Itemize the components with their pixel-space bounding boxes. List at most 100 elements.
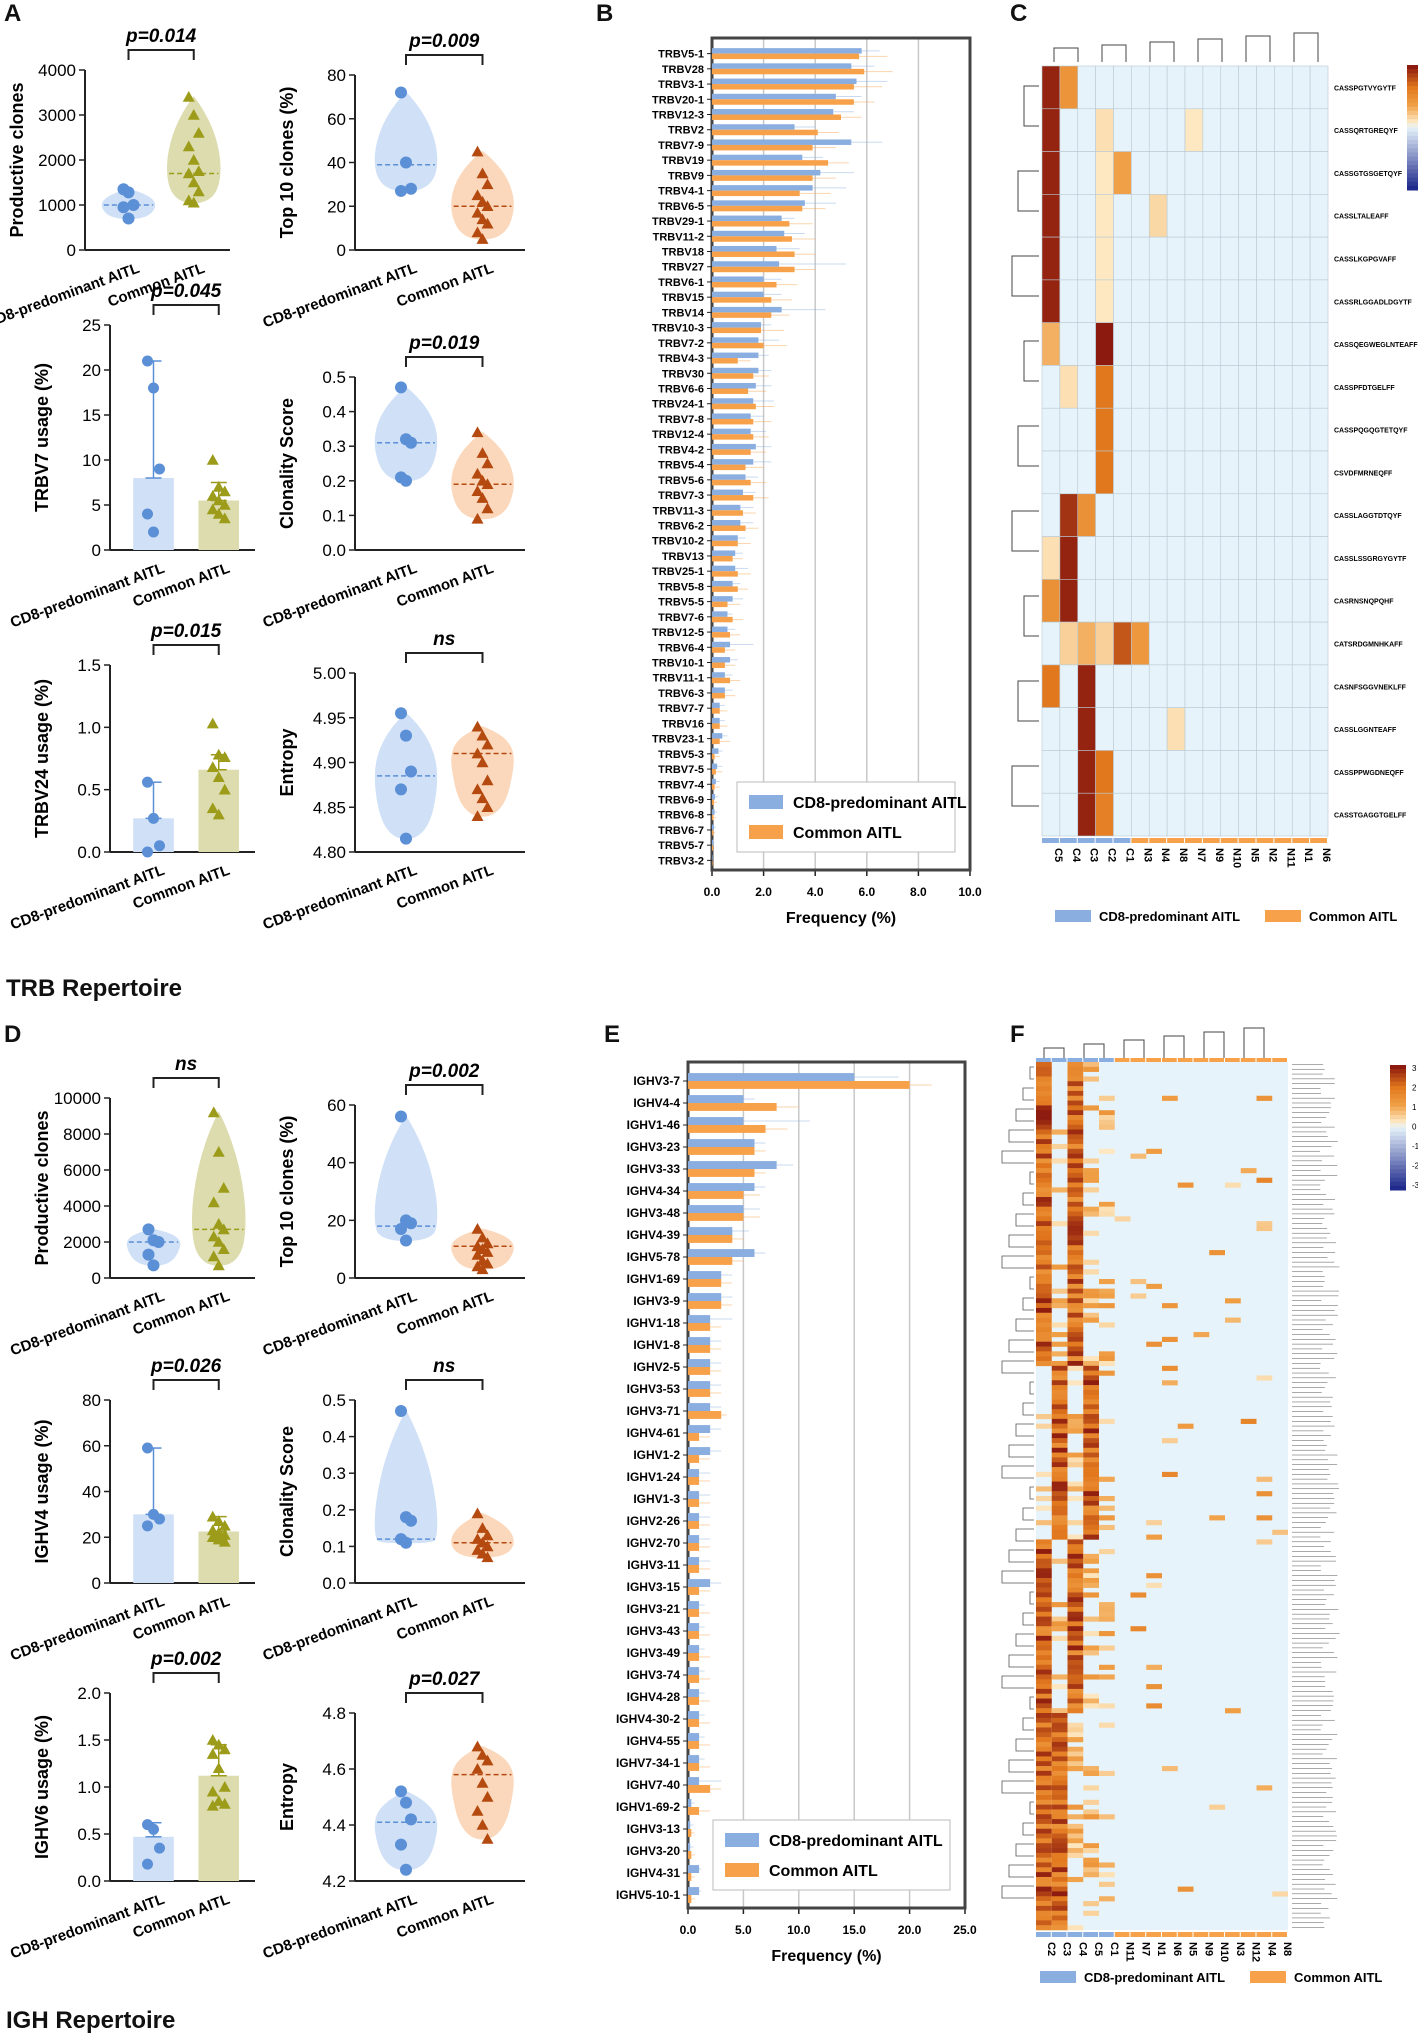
bar — [712, 672, 725, 678]
data-point — [217, 1223, 230, 1235]
heat-cell — [1099, 1862, 1115, 1868]
data-point — [218, 1781, 231, 1792]
data-point — [476, 729, 489, 741]
heat-cell — [1256, 1785, 1273, 1791]
heat-cell — [1036, 1659, 1052, 1666]
row-dendrogram — [1008, 1654, 1034, 1668]
data-point — [481, 502, 494, 514]
heat-cell — [1067, 1259, 1084, 1265]
heat-cell — [1067, 1221, 1084, 1227]
bar — [688, 1755, 700, 1763]
heat-cell — [1041, 194, 1061, 238]
data-point — [212, 1218, 225, 1229]
scale-step — [1390, 1098, 1406, 1103]
data-point — [400, 1796, 412, 1809]
bar — [712, 717, 720, 724]
legend-label: Common AITL — [1294, 1970, 1382, 1985]
column-label: N2 — [1266, 848, 1278, 862]
heat-cell — [1051, 1616, 1068, 1622]
heat-cell — [1059, 108, 1079, 152]
heat-cell — [1146, 1573, 1162, 1579]
heat-cell — [1220, 707, 1239, 751]
column-label: C2 — [1045, 1942, 1057, 1956]
data-point — [395, 1222, 407, 1235]
category-label: TRBV6-2 — [658, 521, 704, 533]
heat-cell — [1067, 1168, 1084, 1174]
heat-cell — [1309, 450, 1329, 495]
scale-step — [1407, 115, 1418, 120]
category-label: TRBV9 — [668, 170, 704, 182]
bar — [712, 327, 762, 334]
heat-cell — [1148, 536, 1168, 580]
data-point — [152, 1236, 165, 1248]
data-point — [395, 1838, 407, 1851]
heat-cell — [1036, 1423, 1052, 1429]
scale-step — [1407, 185, 1418, 191]
bar — [712, 784, 715, 790]
data-point — [154, 840, 165, 852]
bar — [712, 474, 746, 480]
bar — [688, 1887, 700, 1895]
bar — [712, 93, 836, 100]
heat-cell — [1067, 1177, 1084, 1183]
heat-cell — [1095, 65, 1114, 110]
bar — [712, 160, 829, 166]
heat-cell — [1095, 322, 1114, 366]
bar — [688, 1711, 700, 1719]
category-label: TRBV10-1 — [652, 658, 704, 670]
bar — [712, 200, 805, 206]
heat-cell — [1051, 1732, 1068, 1738]
heat-cell — [1036, 1066, 1052, 1072]
heat-cell — [1083, 1534, 1099, 1540]
scale-step — [1390, 1081, 1406, 1087]
y-tick-label: 4000 — [63, 1197, 101, 1216]
heat-cell — [1083, 1857, 1099, 1863]
data-point — [217, 1182, 230, 1193]
heat-cell — [1148, 236, 1168, 281]
column-group-bar-top — [1083, 1058, 1098, 1062]
category-label: IGHV3-15 — [627, 1580, 681, 1594]
data-point — [405, 1813, 417, 1826]
heat-cell — [1099, 1360, 1115, 1367]
bar — [688, 1865, 700, 1873]
bar — [712, 114, 841, 120]
category-label: TRBV13 — [662, 551, 704, 563]
data-point — [142, 355, 153, 367]
heat-cell — [1051, 1500, 1068, 1506]
heat-cell — [1131, 664, 1150, 708]
heat-cell — [1220, 664, 1239, 708]
heat-cell — [1083, 1674, 1099, 1680]
heat-cell — [1309, 365, 1329, 409]
category-label: TRBV3-1 — [658, 79, 704, 91]
bar — [688, 1543, 700, 1551]
heat-cell — [1099, 1606, 1115, 1613]
row-label: CASSLSSGRGYGYTF — [1334, 556, 1407, 563]
heat-cell — [1067, 1327, 1084, 1333]
heat-cell — [1036, 1857, 1052, 1863]
category-label: TRBV5-6 — [658, 475, 704, 487]
heat-cell — [1067, 1606, 1084, 1613]
significance-label: p=0.009 — [408, 31, 480, 52]
column-label: C1 — [1108, 1942, 1120, 1956]
heat-cell — [1036, 1201, 1052, 1207]
heat-cell — [1099, 1279, 1115, 1285]
row-dendrogram — [1015, 1423, 1034, 1437]
heat-cell — [1036, 1713, 1052, 1719]
column-group-bar — [1209, 1932, 1224, 1937]
heat-cell — [1041, 792, 1061, 837]
heat-cell — [1067, 1746, 1084, 1752]
heat-cell — [1202, 108, 1222, 152]
heat-cell — [1238, 279, 1257, 323]
heat-cell — [1220, 279, 1239, 323]
y-tick-label: 0.0 — [77, 843, 101, 862]
heat-cell — [1238, 664, 1257, 708]
heat-cell — [1036, 1327, 1052, 1333]
row-dendrogram — [1022, 1717, 1034, 1731]
heat-cell — [1067, 1360, 1084, 1367]
bar — [712, 413, 751, 419]
heat-cell — [1067, 1119, 1084, 1125]
heat-cell — [1051, 1809, 1068, 1815]
heat-cell — [1067, 1134, 1084, 1140]
